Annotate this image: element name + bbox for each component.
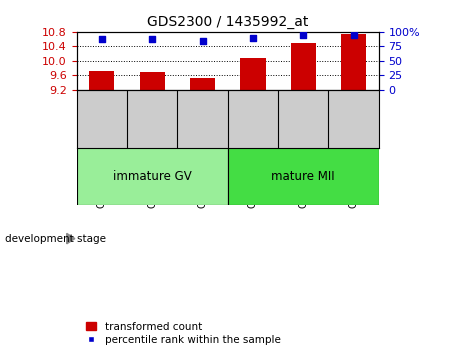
Point xyxy=(98,36,106,42)
Bar xyxy=(240,58,266,90)
Bar xyxy=(89,71,115,90)
Bar xyxy=(190,78,215,90)
Point xyxy=(148,36,156,42)
Bar xyxy=(341,34,366,90)
Point xyxy=(350,33,357,38)
Bar xyxy=(140,72,165,90)
Text: development stage: development stage xyxy=(5,234,106,244)
Bar xyxy=(228,148,379,205)
Bar xyxy=(291,44,316,90)
Point xyxy=(299,33,307,38)
Point xyxy=(249,35,257,40)
Polygon shape xyxy=(67,233,75,244)
Point xyxy=(199,38,206,44)
Title: GDS2300 / 1435992_at: GDS2300 / 1435992_at xyxy=(147,16,308,29)
Text: mature MII: mature MII xyxy=(272,170,335,183)
Bar xyxy=(77,148,228,205)
Text: immature GV: immature GV xyxy=(113,170,192,183)
Legend: transformed count, percentile rank within the sample: transformed count, percentile rank withi… xyxy=(82,317,285,349)
